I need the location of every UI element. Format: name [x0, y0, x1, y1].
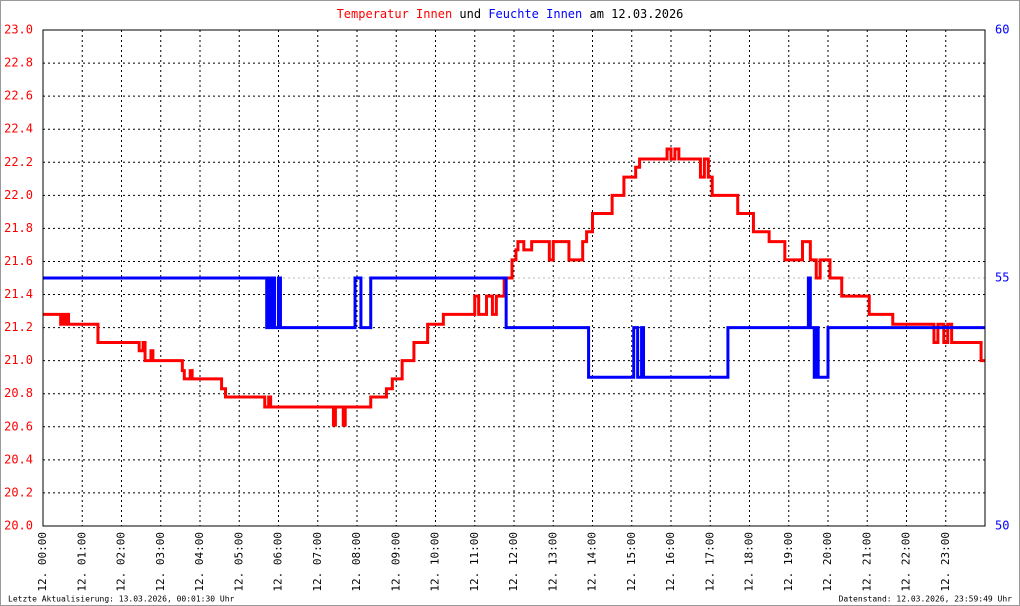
x-tick-label: 12. 02:00 [115, 532, 128, 592]
x-tick-label: 12. 03:00 [154, 532, 167, 592]
y-tick-label: 23.0 [4, 23, 33, 37]
plot-frame [42, 29, 986, 527]
x-tick-label: 12. 16:00 [664, 532, 677, 592]
x-tick-label: 12. 14:00 [586, 532, 599, 592]
y-tick-label: 22.2 [4, 155, 33, 169]
y-tick-label: 20.0 [4, 519, 33, 533]
x-tick-label: 12. 01:00 [75, 532, 88, 592]
x-tick-label: 12. 13:00 [546, 532, 559, 592]
y2-tick-label: 60 [995, 23, 1009, 37]
y2-tick-label: 55 [995, 271, 1009, 285]
y-tick-label: 21.8 [4, 221, 33, 235]
title-series-1: Temperatur Innen [337, 7, 453, 21]
x-tick-label: 12. 10:00 [429, 532, 442, 592]
x-tick-label: 12. 12:00 [507, 532, 520, 592]
x-tick-label: 12. 07:00 [311, 532, 324, 592]
x-tick-label: 12. 05:00 [232, 532, 245, 592]
y-tick-label: 22.8 [4, 56, 33, 70]
x-tick-label: 12. 09:00 [389, 532, 402, 592]
y-tick-label: 22.0 [4, 188, 33, 202]
x-tick-label: 12. 08:00 [350, 532, 363, 592]
title-series-2: Feuchte Innen [488, 7, 582, 21]
x-tick-label: 12. 06:00 [272, 532, 285, 592]
y-tick-label: 20.4 [4, 452, 33, 466]
y-tick-label: 21.6 [4, 254, 33, 268]
x-tick-label: 12. 19:00 [782, 532, 795, 592]
x-tick-label: 12. 15:00 [625, 532, 638, 592]
y-tick-label: 21.4 [4, 287, 33, 301]
y2-tick-label: 50 [995, 519, 1009, 533]
x-tick-label: 12. 20:00 [821, 532, 834, 592]
plot: 20.0 20.2 20.4 20.6 20.8 21.0 21.2 21.4 21.6 21.8… [4, 23, 1009, 592]
x-tick-label: 12. 00:00 [36, 532, 49, 592]
y-tick-label: 20.6 [4, 419, 33, 433]
footer-right: Datenstand: 12.03.2026, 23:59:49 Uhr [839, 595, 1013, 604]
y-tick-label: 20.2 [4, 485, 33, 499]
y-tick-label: 21.0 [4, 353, 33, 367]
footer-left: Letzte Aktualisierung: 13.03.2026, 00:01… [8, 595, 235, 604]
x-tick-label: 12. 22:00 [900, 532, 913, 592]
x-tick-label: 12. 17:00 [703, 532, 716, 592]
title-date: am 12.03.2026 [589, 7, 683, 21]
y-tick-label: 22.4 [4, 122, 33, 136]
x-tick-label: 12. 18:00 [743, 532, 756, 592]
series-line [43, 147, 985, 427]
x-tick-label: 12. 04:00 [193, 532, 206, 592]
y-tick-label: 21.2 [4, 320, 33, 334]
x-tick-label: 12. 21:00 [860, 532, 873, 592]
chart-title: Temperatur Innen und Feuchte Innen am 12… [337, 7, 684, 21]
x-tick-label: 12. 11:00 [468, 532, 481, 592]
series-line [43, 276, 985, 379]
y-tick-label: 22.6 [4, 89, 33, 103]
y-tick-label: 20.8 [4, 386, 33, 400]
x-tick-label: 12. 23:00 [939, 532, 952, 592]
title-join: und [459, 7, 481, 21]
